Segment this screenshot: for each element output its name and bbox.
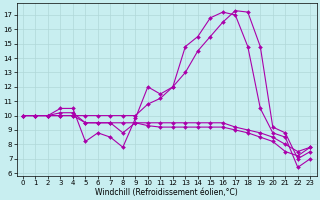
X-axis label: Windchill (Refroidissement éolien,°C): Windchill (Refroidissement éolien,°C) [95, 188, 238, 197]
